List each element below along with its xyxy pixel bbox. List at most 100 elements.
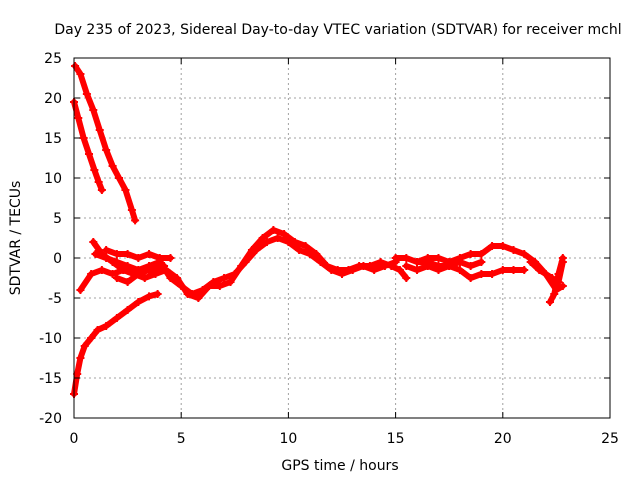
data-point	[380, 262, 389, 270]
data-point	[87, 270, 96, 278]
data-point	[455, 258, 464, 266]
data-point	[554, 270, 563, 278]
data-point	[134, 254, 143, 262]
series-line	[547, 255, 566, 305]
plot-frame	[73, 57, 611, 419]
data-point	[305, 250, 314, 258]
data-point	[108, 162, 117, 170]
data-point	[89, 106, 98, 114]
series-track-k	[413, 258, 486, 270]
y-tick-label: 10	[44, 171, 62, 187]
data-point	[85, 150, 94, 158]
data-point	[74, 114, 83, 122]
y-tick-label: 5	[53, 211, 62, 227]
x-tick-label: 10	[279, 431, 297, 447]
data-point	[477, 250, 486, 258]
data-point	[102, 146, 111, 154]
data-point	[79, 134, 88, 142]
data-point	[155, 266, 164, 274]
series-track-f	[91, 234, 400, 298]
series-track-b	[70, 98, 106, 194]
data-point	[327, 266, 336, 274]
data-point	[112, 258, 121, 266]
data-point	[455, 266, 464, 274]
data-point	[477, 258, 486, 266]
data-point	[466, 274, 475, 282]
data-point	[402, 262, 411, 270]
data-point	[488, 270, 497, 278]
chart-title: Day 235 of 2023, Sidereal Day-to-day VTE…	[54, 22, 621, 38]
data-point	[226, 278, 235, 286]
data-point	[153, 290, 162, 298]
data-point	[121, 186, 130, 194]
data-point	[220, 274, 229, 282]
y-axis-label: SDTVAR / TECUs	[8, 181, 24, 296]
data-point	[526, 258, 535, 266]
y-tick-label: -20	[39, 411, 62, 427]
series-track-m	[545, 254, 567, 306]
data-point	[97, 266, 106, 274]
data-point	[348, 266, 357, 274]
data-point	[166, 274, 175, 282]
x-axis-label: GPS time / hours	[281, 458, 398, 474]
data-point	[123, 250, 132, 258]
data-point	[466, 250, 475, 258]
y-tick-label: 0	[53, 251, 62, 267]
data-point	[402, 274, 411, 282]
data-point	[87, 334, 96, 342]
data-point	[402, 254, 411, 262]
data-point	[112, 314, 121, 322]
data-point	[95, 126, 104, 134]
data-point	[127, 206, 136, 214]
data-point	[166, 254, 175, 262]
data-point	[76, 354, 85, 362]
data-point	[123, 278, 132, 286]
y-tick-label: -5	[48, 291, 62, 307]
data-point	[93, 326, 102, 334]
data-point	[230, 270, 239, 278]
data-point	[145, 250, 154, 258]
data-point	[131, 216, 140, 225]
data-point	[262, 238, 271, 246]
data-point	[108, 270, 117, 278]
data-point	[134, 270, 143, 278]
x-tick-label: 25	[601, 431, 619, 447]
data-point	[295, 246, 304, 254]
data-point	[102, 254, 111, 262]
data-point	[252, 246, 261, 254]
data-point	[434, 262, 443, 270]
data-point	[140, 274, 149, 282]
data-point	[370, 266, 379, 274]
data-point	[145, 292, 154, 301]
x-tick-label: 20	[494, 431, 512, 447]
data-point	[413, 266, 422, 274]
data-point	[520, 250, 529, 258]
data-point	[520, 266, 529, 274]
axis-ticks: 0 5 10 15 20 25 -20 -15 -10 -5 0 5 10 15 20 25	[39, 51, 619, 447]
data-point	[445, 262, 454, 270]
data-point	[123, 262, 132, 270]
data-point	[395, 266, 404, 274]
data-point	[177, 282, 186, 290]
data-point	[509, 266, 518, 274]
data-point	[71, 62, 80, 70]
series-line	[403, 263, 528, 281]
data-point	[391, 254, 400, 262]
data-point	[258, 234, 267, 242]
y-tick-label: -15	[39, 371, 62, 387]
data-point	[80, 342, 89, 350]
data-point	[145, 266, 154, 274]
data-point	[155, 254, 164, 262]
data-point	[194, 294, 203, 302]
data-point	[413, 258, 422, 266]
data-point	[90, 166, 99, 174]
series-line	[71, 291, 161, 397]
data-point	[187, 290, 196, 298]
data-point	[477, 270, 486, 278]
data-point	[466, 262, 475, 270]
data-point	[102, 322, 111, 330]
data-point	[215, 282, 224, 290]
data-point	[434, 254, 443, 262]
